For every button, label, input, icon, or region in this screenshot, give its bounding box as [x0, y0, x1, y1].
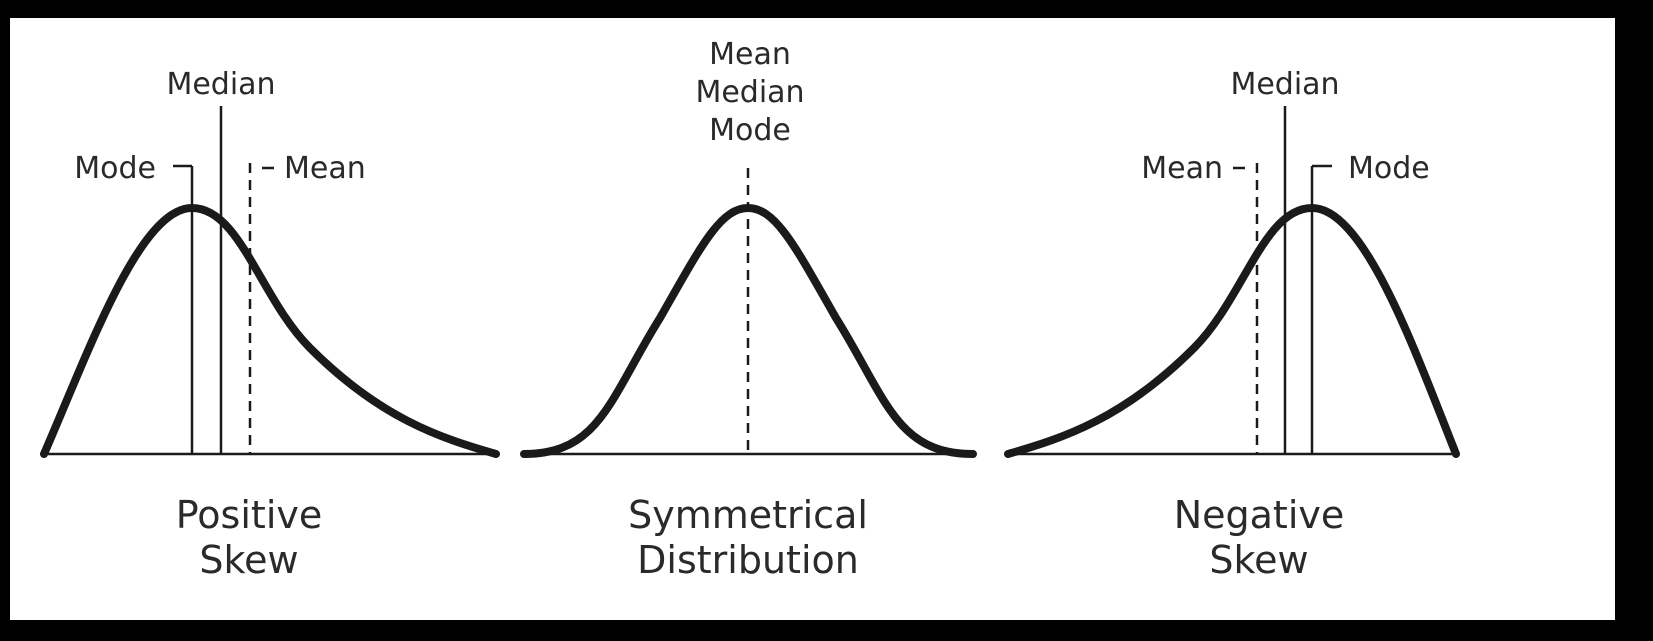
positive-skew-panel: Mode Median Mean Positive Skew — [40, 67, 500, 582]
symmetric-mean-label: Mean — [709, 37, 791, 72]
negative-caption-line2: Skew — [1209, 538, 1308, 582]
symmetric-median-label: Median — [695, 75, 804, 110]
positive-median-label: Median — [166, 67, 275, 102]
symmetric-caption-line1: Symmetrical — [628, 493, 868, 537]
positive-mean-label: Mean — [284, 151, 366, 186]
positive-skew-curve — [40, 203, 500, 458]
negative-caption-line1: Negative — [1174, 493, 1345, 537]
negative-skew-panel: Mean Median Mode Negative Skew — [1004, 67, 1460, 582]
skew-diagram: Mode Median Mean Positive Skew Mean Medi… — [40, 37, 1460, 582]
positive-caption-line2: Skew — [199, 538, 298, 582]
symmetric-caption-line2: Distribution — [637, 538, 859, 582]
negative-mean-label: Mean — [1141, 151, 1223, 186]
symmetric-mode-label: Mode — [709, 113, 791, 148]
negative-median-label: Median — [1230, 67, 1339, 102]
positive-caption-line1: Positive — [176, 493, 323, 537]
symmetric-panel: Mean Median Mode Symmetrical Distributio… — [520, 37, 977, 582]
negative-skew-curve — [1004, 203, 1460, 458]
negative-mode-label: Mode — [1348, 151, 1430, 186]
positive-mode-label: Mode — [74, 151, 156, 186]
figure-panel: Mode Median Mean Positive Skew Mean Medi… — [10, 18, 1615, 620]
